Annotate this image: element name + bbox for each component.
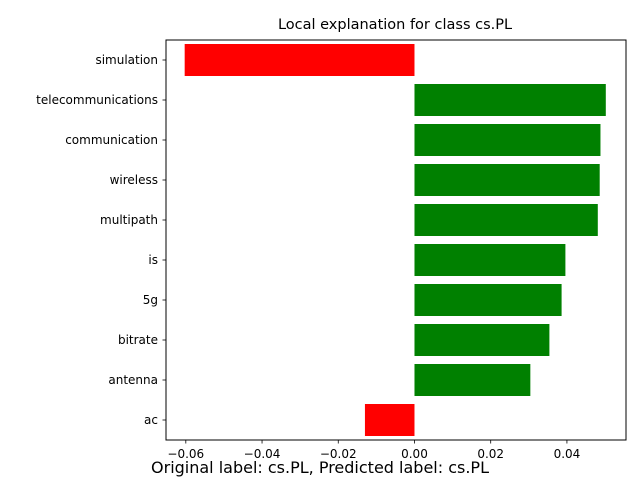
bar-telecommunications — [414, 84, 606, 116]
bar-is — [414, 244, 566, 276]
x-tick-label: −0.02 — [320, 447, 357, 461]
y-axis-ticks: simulation telecommunications communicatio… — [36, 53, 166, 427]
x-tick-label: 0.00 — [401, 447, 428, 461]
chart-title: Local explanation for class cs.PL — [278, 17, 512, 33]
bars-group — [184, 44, 606, 436]
bar-bitrate — [414, 324, 550, 356]
y-tick-label: 5g — [143, 293, 158, 307]
y-tick-label: ac — [144, 413, 158, 427]
bar-communication — [414, 124, 601, 156]
bar-multipath — [414, 204, 598, 236]
bar-simulation — [184, 44, 415, 76]
y-tick-label: is — [148, 253, 158, 267]
x-tick-label: 0.04 — [554, 447, 581, 461]
bar-wireless — [414, 164, 600, 196]
x-tick-label: −0.04 — [244, 447, 281, 461]
x-tick-label: −0.06 — [167, 447, 204, 461]
y-tick-label: bitrate — [118, 333, 158, 347]
y-tick-label: antenna — [108, 373, 158, 387]
bar-ac — [364, 404, 415, 436]
y-tick-label: simulation — [95, 53, 158, 67]
y-tick-label: telecommunications — [36, 93, 158, 107]
x-tick-label: 0.02 — [477, 447, 504, 461]
y-tick-label: multipath — [100, 213, 158, 227]
bar-5g — [414, 284, 562, 316]
plot-frame — [165, 39, 627, 441]
x-axis-ticks: −0.06 −0.04 −0.02 0.00 0.02 0.04 — [167, 440, 580, 461]
y-tick-label: wireless — [110, 173, 158, 187]
prediction-caption: Original label: cs.PL, Predicted label: … — [151, 458, 489, 477]
bar-antenna — [414, 364, 531, 396]
y-tick-label: communication — [65, 133, 158, 147]
